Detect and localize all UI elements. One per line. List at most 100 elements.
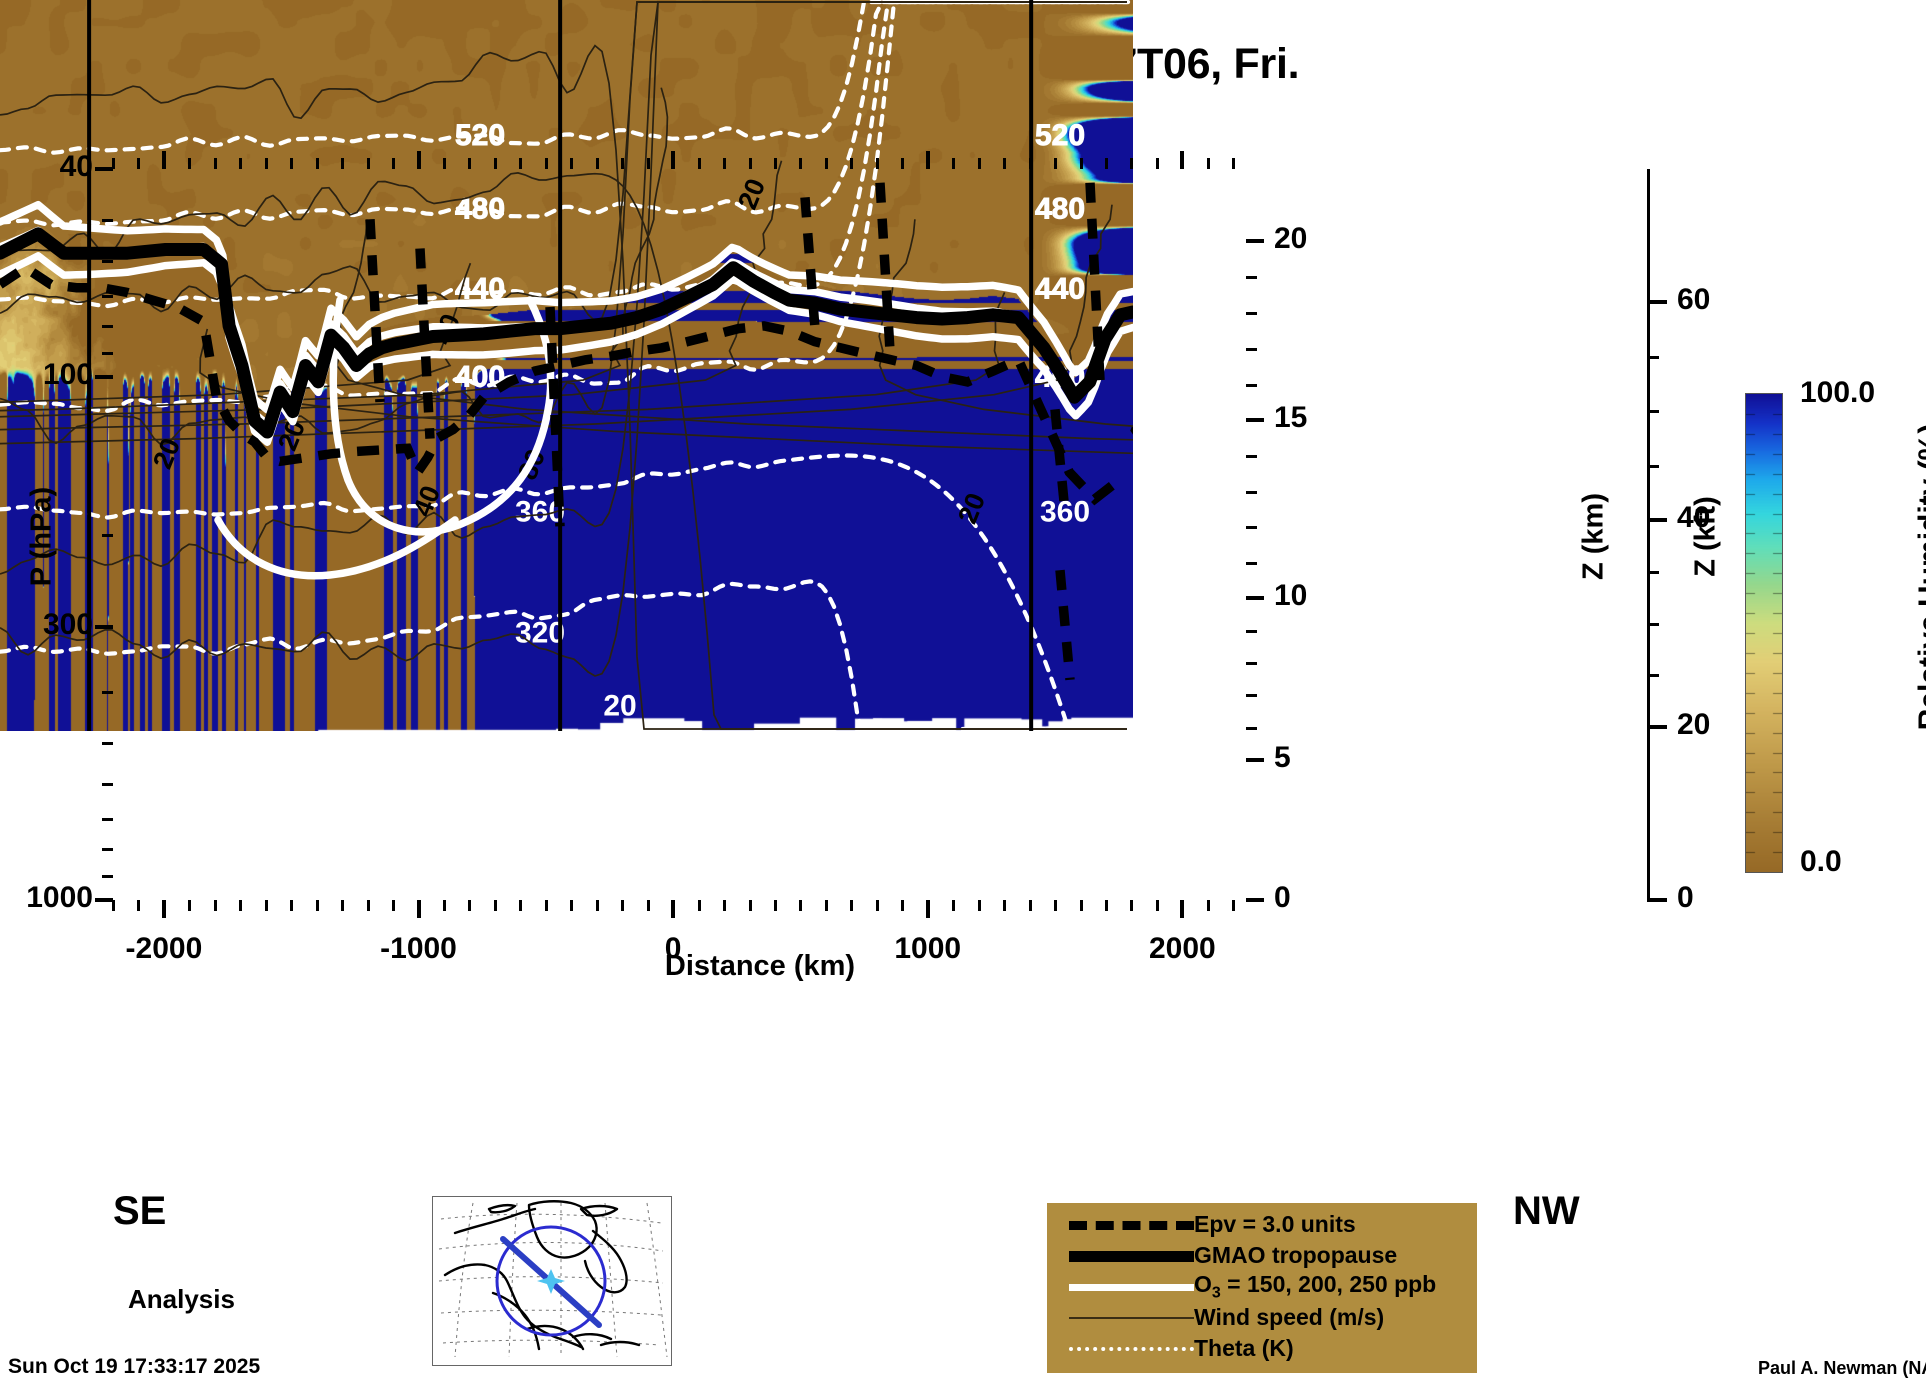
pressure-minor-tick [102,782,113,786]
legend-label: O3 = 150, 200, 250 ppb [1194,1270,1437,1302]
distance-minor-tick [1130,900,1134,911]
distance-minor-tick-top [1155,158,1159,169]
z-km-minor-tick [1246,311,1257,315]
colorbar [1745,393,1783,873]
distance-minor-tick [901,900,905,911]
z-kft-major-tick [1647,724,1667,729]
z-km-tick-label: 5 [1274,741,1291,775]
distance-minor-tick [442,900,446,911]
distance-minor-tick-top [1206,158,1210,169]
distance-minor-tick-top [188,158,192,169]
theta-contour-360 [0,453,1131,731]
legend-item: Theta (K) [1047,1333,1477,1364]
z-km-major-tick [1246,418,1264,423]
distance-minor-tick [773,900,777,911]
pressure-minor-tick [102,325,113,329]
distance-minor-tick-top [621,158,625,169]
relative-humidity-field [0,0,1133,731]
distance-minor-tick [824,900,828,911]
z-kft-major-tick [1647,898,1667,902]
z-km-major-tick [1246,239,1264,244]
z-km-minor-tick [1246,629,1257,633]
distance-tick-label: 2000 [1148,932,1216,965]
pressure-minor-tick [102,848,113,852]
distance-minor-tick-top [1079,158,1083,169]
distance-minor-tick-top [646,158,650,169]
legend-symbol-dotted-white [1069,1333,1194,1364]
distance-minor-tick [977,900,981,911]
pressure-minor-tick [102,260,113,264]
distance-tick-label: -2000 [125,932,203,965]
wind-speed-contour [0,204,1113,445]
distance-major-tick-top [925,151,930,169]
z-kft-minor-tick [1647,464,1659,468]
pressure-tick-label: 1000 [26,881,93,914]
analysis-label: Analysis [128,1284,235,1314]
z-km-minor-tick [1246,347,1257,351]
z-km-minor-tick [1246,526,1257,530]
z-km-tick-label: 20 [1274,222,1308,256]
distance-minor-tick [366,900,370,911]
distance-minor-tick-top [341,158,345,169]
distance-major-tick [925,900,930,918]
theta-label: 20 [603,689,636,722]
distance-minor-tick-top [850,158,854,169]
distance-minor-tick [544,900,548,911]
theta-label: 520 [1035,119,1085,152]
pressure-tick-label: 300 [42,607,93,641]
colorbar-title: Relative Humidity (%) [1913,423,1926,731]
y-axis-title-z-kft: Z (kft) [1689,496,1722,577]
z-kft-axis-line [1647,169,1650,900]
distance-minor-tick-top [544,158,548,169]
distance-minor-tick-top [952,158,956,169]
y-axis-title-z-km: Z (km) [1577,493,1610,580]
distance-minor-tick [341,900,345,911]
epv-contour-filament [1055,569,1075,681]
wind-speed-contour [0,292,1006,431]
distance-minor-tick-top [315,158,319,169]
pressure-major-tick [95,375,113,380]
distance-major-tick [671,900,676,918]
center-star [537,1269,565,1294]
generation-timestamp: Sun Oct 19 17:33:17 2025 [8,1355,261,1378]
theta-label: 360 [1040,496,1090,529]
distance-minor-tick [1028,900,1032,911]
wind-speed-label: 20 [952,489,991,528]
distance-minor-tick-top [112,158,115,169]
distance-minor-tick [1003,900,1007,911]
legend-item: Wind speed (m/s) [1047,1302,1477,1333]
distance-minor-tick-top [137,158,141,169]
range-circle [495,1225,607,1337]
z-km-minor-tick [1246,454,1257,458]
z-km-minor-tick [1246,490,1257,494]
theta-contour-440 [0,0,1131,309]
distance-minor-tick-top [290,158,294,169]
distance-minor-tick [264,900,268,911]
z-kft-minor-tick [1647,622,1659,626]
distance-minor-tick [137,900,141,911]
pressure-minor-tick [102,690,113,694]
distance-minor-tick [1206,900,1210,911]
colorbar-min-label: 0.0 [1800,845,1842,878]
distance-minor-tick-top [1054,158,1058,169]
inset-location-map [432,1196,672,1366]
z-km-minor-tick [1246,561,1257,565]
z-km-tick-label: 10 [1274,579,1308,613]
distance-minor-tick [188,900,192,911]
wind-speed-label: 20 [732,174,771,213]
wind-speed-contour [0,160,783,418]
distance-minor-tick-top [977,158,981,169]
legend: Epv = 3.0 units GMAO tropopause O3 = 150, … [1047,1203,1477,1373]
distance-minor-tick [1155,900,1159,911]
pressure-minor-tick [102,295,113,299]
epv-contour-filament [1050,408,1070,513]
distance-minor-tick [799,900,803,911]
distance-minor-tick-top [1232,158,1236,169]
distance-tick-label: 0 [664,932,682,965]
gmao-tropopause-line [0,227,1133,439]
distance-minor-tick [1104,900,1108,911]
distance-minor-tick-top [264,158,268,169]
wind-speed-contour [0,1,1127,322]
theta-label: 440 [1035,273,1085,306]
z-kft-tick-label: 40 [1677,501,1711,535]
